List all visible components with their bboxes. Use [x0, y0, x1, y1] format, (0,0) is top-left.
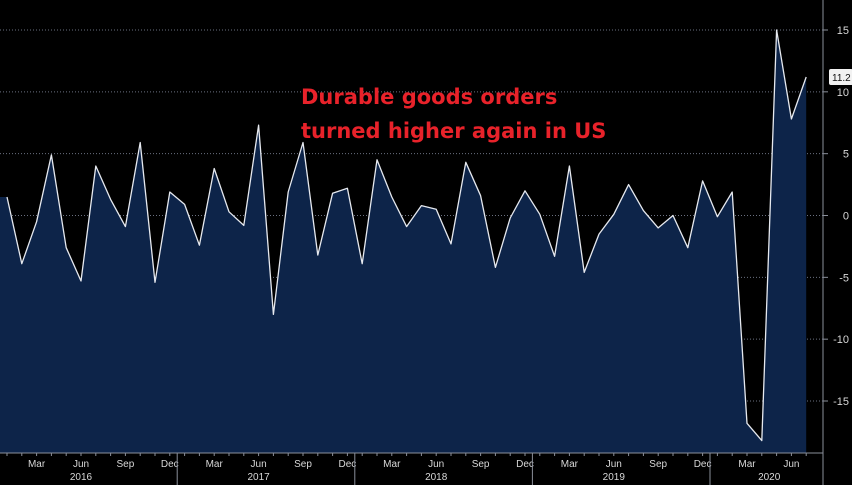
- x-axis-ticks: Mar Jun Sep Dec Mar Jun Sep Dec Mar Jun Sep Dec Mar J…: [6, 453, 807, 470]
- x-tick-label: Jun: [606, 459, 622, 470]
- x-tick-label: Mar: [206, 459, 224, 470]
- annotation-line-1: Durable goods orders: [301, 85, 558, 109]
- series-area: [0, 30, 807, 453]
- year-label: 2019: [603, 472, 626, 483]
- year-label: 2020: [758, 472, 781, 483]
- year-labels: 2016 2017 2018 2019 2020: [70, 453, 781, 485]
- x-tick-label: Mar: [28, 459, 46, 470]
- series-line: [6, 29, 807, 442]
- last-value-badge: 11.2: [829, 68, 852, 85]
- x-tick-label: Sep: [294, 459, 312, 470]
- y-tick-label: 10: [837, 87, 849, 99]
- year-label: 2017: [247, 472, 270, 483]
- y-tick-label: 0: [843, 211, 849, 223]
- y-tick-label: -15: [833, 396, 849, 408]
- x-tick-label: Dec: [516, 459, 534, 470]
- last-value-badge-box: [829, 68, 852, 85]
- chart-annotation: Durable goods orders turned higher again…: [301, 80, 606, 148]
- annotation-line-2: turned higher again in US: [301, 119, 607, 143]
- year-label: 2018: [425, 472, 448, 483]
- x-tick-label: Mar: [383, 459, 401, 470]
- y-tick-label: 5: [843, 149, 849, 161]
- year-label: 2016: [70, 472, 93, 483]
- y-tick-label: -10: [833, 334, 849, 346]
- x-tick-label: Sep: [472, 459, 490, 470]
- y-tick-label: -5: [839, 272, 849, 284]
- x-tick-label: Sep: [117, 459, 135, 470]
- x-tick-label: Jun: [73, 459, 89, 470]
- x-tick-label: Dec: [339, 459, 357, 470]
- y-tick-label: 15: [837, 25, 849, 37]
- x-tick-label: Jun: [251, 459, 267, 470]
- x-tick-label: Sep: [649, 459, 667, 470]
- last-value-label: 11.2: [832, 73, 851, 84]
- x-tick-label: Mar: [561, 459, 579, 470]
- y-axis-ticks: 15 10 5 0 -5 -10 -15: [823, 25, 849, 408]
- x-tick-label: Jun: [428, 459, 444, 470]
- x-tick-label: Dec: [161, 459, 179, 470]
- x-tick-label: Dec: [694, 459, 712, 470]
- x-tick-label: Mar: [738, 459, 756, 470]
- x-tick-label: Jun: [783, 459, 799, 470]
